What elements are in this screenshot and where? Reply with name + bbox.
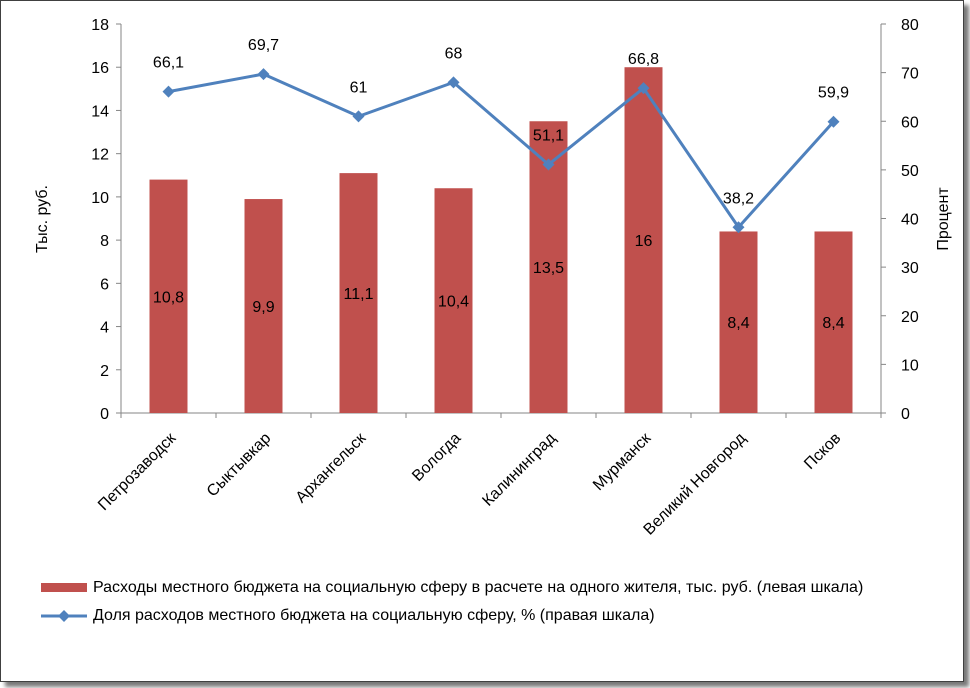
bar: [624, 67, 663, 413]
line-marker: [637, 82, 650, 95]
line-path: [168, 72, 835, 229]
line-marker: [732, 221, 745, 234]
line-marker: [352, 110, 365, 123]
legend-label-line: Доля расходов местного бюджета на социал…: [93, 607, 655, 624]
x-category-label: Сыктывкар: [204, 430, 275, 501]
y-left-axis-title: Тыс. руб.: [34, 185, 51, 253]
chart-plot: 02468101214161801020304050607080Петрозав…: [34, 17, 952, 539]
x-category-label: Мурманск: [590, 429, 655, 494]
y-right-tick-label: 20: [901, 309, 919, 326]
y-left-tick-label: 16: [91, 60, 109, 77]
line-data-label: 69,7: [248, 37, 279, 54]
bar-data-label: 11,1: [344, 286, 374, 303]
legend: Расходы местного бюджета на социальную с…: [41, 577, 941, 633]
y-left-tick-label: 18: [91, 17, 109, 34]
x-category-label: Петрозаводск: [95, 429, 180, 514]
bar-series: [149, 67, 853, 413]
bar: [339, 173, 378, 413]
bar: [814, 231, 853, 413]
legend-entry-bars: Расходы местного бюджета на социальную с…: [41, 577, 941, 599]
y-left-tick-label: 10: [91, 190, 109, 207]
bar-data-label: 16: [635, 233, 653, 250]
y-right-tick-label: 0: [901, 406, 910, 423]
x-category-label: Вологда: [409, 430, 464, 485]
bar-data-label: 8,4: [727, 315, 749, 332]
y-left-tick-label: 0: [100, 406, 109, 423]
y-left-tick-label: 4: [100, 320, 109, 337]
y-left-tick-label: 8: [100, 233, 109, 250]
line-data-label: 66,8: [628, 51, 659, 68]
y-right-tick-label: 50: [901, 163, 919, 180]
y-right-tick-label: 10: [901, 357, 919, 374]
x-category-label: Псков: [801, 430, 844, 473]
bar-data-label: 10,4: [438, 294, 469, 311]
line-data-label: 66,1: [153, 55, 184, 72]
axes: 02468101214161801020304050607080Петрозав…: [91, 17, 919, 539]
bar: [719, 231, 758, 413]
legend-bar-swatch: [41, 583, 87, 592]
line-marker: [827, 115, 840, 128]
bar: [244, 199, 283, 413]
y-left-tick-label: 14: [91, 103, 109, 120]
y-left-tick-label: 12: [91, 147, 109, 164]
line-data-label: 51,1: [533, 128, 564, 145]
y-right-tick-label: 40: [901, 212, 919, 229]
y-right-tick-label: 80: [901, 17, 919, 34]
bar-data-label: 10,8: [153, 289, 184, 306]
line-marker: [447, 76, 460, 89]
legend-line-swatch: [41, 610, 87, 622]
bar-data-label: 13,5: [533, 260, 564, 277]
y-left-tick-label: 2: [100, 363, 109, 380]
line-data-label: 61: [350, 79, 368, 96]
legend-label-bars: Расходы местного бюджета на социальную с…: [93, 579, 864, 596]
y-right-tick-label: 60: [901, 114, 919, 131]
line-marker: [162, 85, 175, 98]
y-right-tick-label: 30: [901, 260, 919, 277]
y-left-tick-label: 6: [100, 276, 109, 293]
line-marker: [257, 68, 270, 81]
bar: [434, 188, 473, 413]
legend-entry-line: Доля расходов местного бюджета на социал…: [41, 605, 941, 627]
bar: [149, 179, 188, 413]
line-data-label: 59,9: [818, 85, 849, 102]
x-category-label: Великий Новгород: [641, 429, 750, 538]
bar-data-label: 8,4: [822, 315, 844, 332]
data-labels: 10,8 9,9 11,1 10,4 13,5 16 8,4 8,4 66,1 69,7 61 68 5…: [153, 37, 849, 332]
line-series: [162, 68, 840, 234]
y-right-axis-title: Процент: [935, 187, 952, 251]
x-category-label: Калининград: [479, 429, 559, 509]
bar-data-label: 9,9: [252, 299, 274, 316]
line-data-label: 68: [445, 45, 463, 62]
y-right-tick-label: 70: [901, 66, 919, 83]
line-data-label: 38,2: [723, 190, 754, 207]
line-marker: [542, 158, 555, 171]
x-category-label: Архангельск: [293, 429, 370, 506]
